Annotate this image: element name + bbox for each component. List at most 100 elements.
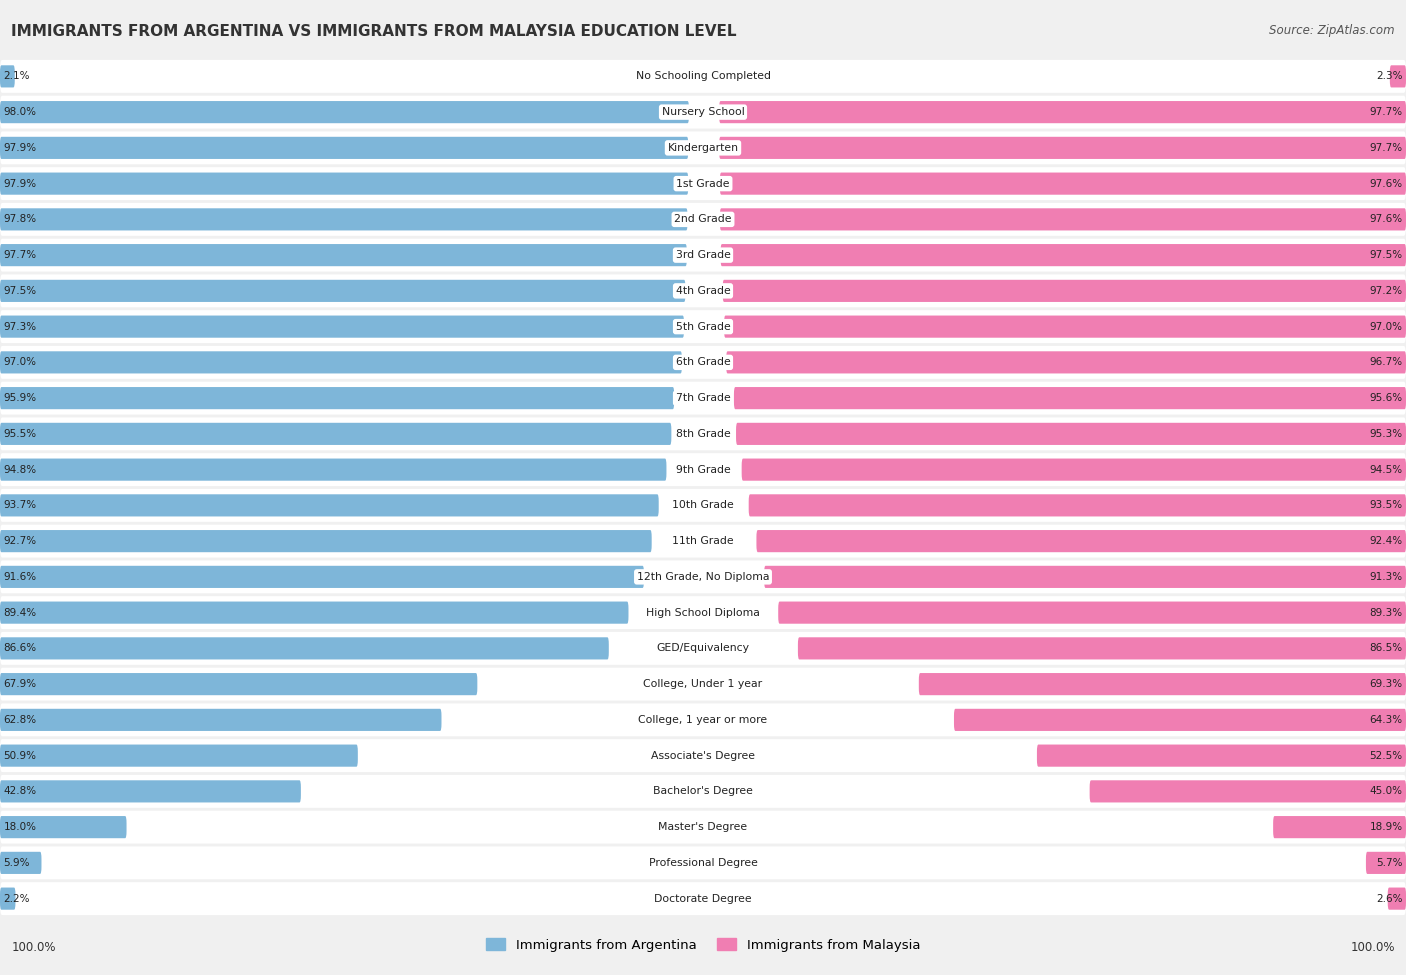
Text: 2.6%: 2.6%	[1376, 894, 1403, 904]
Text: 97.7%: 97.7%	[1369, 107, 1403, 117]
Text: 64.3%: 64.3%	[1369, 715, 1403, 724]
Text: 9th Grade: 9th Grade	[676, 465, 730, 475]
FancyBboxPatch shape	[1272, 816, 1406, 838]
FancyBboxPatch shape	[0, 458, 666, 481]
FancyBboxPatch shape	[0, 209, 688, 230]
FancyBboxPatch shape	[724, 316, 1406, 337]
Text: 5.9%: 5.9%	[3, 858, 30, 868]
FancyBboxPatch shape	[765, 566, 1406, 588]
Text: 97.3%: 97.3%	[3, 322, 37, 332]
Text: 92.4%: 92.4%	[1369, 536, 1403, 546]
Text: 93.5%: 93.5%	[1369, 500, 1403, 510]
FancyBboxPatch shape	[0, 709, 441, 731]
FancyBboxPatch shape	[0, 310, 1406, 343]
FancyBboxPatch shape	[0, 566, 644, 588]
Text: 10th Grade: 10th Grade	[672, 500, 734, 510]
Text: 95.6%: 95.6%	[1369, 393, 1403, 403]
FancyBboxPatch shape	[0, 351, 682, 373]
FancyBboxPatch shape	[1090, 780, 1406, 802]
Text: Nursery School: Nursery School	[662, 107, 744, 117]
Text: 95.9%: 95.9%	[3, 393, 37, 403]
Text: 97.0%: 97.0%	[3, 358, 37, 368]
Text: 97.5%: 97.5%	[3, 286, 37, 295]
Text: 96.7%: 96.7%	[1369, 358, 1403, 368]
Text: GED/Equivalency: GED/Equivalency	[657, 644, 749, 653]
Text: 91.3%: 91.3%	[1369, 572, 1403, 582]
Text: 5th Grade: 5th Grade	[676, 322, 730, 332]
FancyBboxPatch shape	[720, 209, 1406, 230]
FancyBboxPatch shape	[0, 203, 1406, 236]
FancyBboxPatch shape	[749, 494, 1406, 517]
FancyBboxPatch shape	[0, 561, 1406, 594]
FancyBboxPatch shape	[0, 173, 689, 195]
Legend: Immigrants from Argentina, Immigrants from Malaysia: Immigrants from Argentina, Immigrants fr…	[481, 933, 925, 957]
Text: Source: ZipAtlas.com: Source: ZipAtlas.com	[1270, 24, 1395, 37]
FancyBboxPatch shape	[1388, 887, 1406, 910]
Text: 67.9%: 67.9%	[3, 680, 37, 689]
Text: 91.6%: 91.6%	[3, 572, 37, 582]
Text: 8th Grade: 8th Grade	[676, 429, 730, 439]
Text: 98.0%: 98.0%	[3, 107, 37, 117]
FancyBboxPatch shape	[0, 136, 689, 159]
Text: 4th Grade: 4th Grade	[676, 286, 730, 295]
FancyBboxPatch shape	[0, 488, 1406, 522]
Text: 52.5%: 52.5%	[1369, 751, 1403, 760]
FancyBboxPatch shape	[0, 132, 1406, 165]
FancyBboxPatch shape	[0, 882, 1406, 916]
Text: 2.3%: 2.3%	[1376, 71, 1403, 81]
Text: College, 1 year or more: College, 1 year or more	[638, 715, 768, 724]
Text: 1st Grade: 1st Grade	[676, 178, 730, 188]
FancyBboxPatch shape	[0, 632, 1406, 665]
FancyBboxPatch shape	[0, 703, 1406, 736]
Text: 93.7%: 93.7%	[3, 500, 37, 510]
FancyBboxPatch shape	[0, 816, 127, 838]
FancyBboxPatch shape	[0, 417, 1406, 450]
FancyBboxPatch shape	[0, 745, 357, 766]
Text: 2.1%: 2.1%	[3, 71, 30, 81]
FancyBboxPatch shape	[0, 381, 1406, 414]
Text: 45.0%: 45.0%	[1369, 787, 1403, 797]
FancyBboxPatch shape	[1038, 745, 1406, 766]
Text: 94.5%: 94.5%	[1369, 465, 1403, 475]
FancyBboxPatch shape	[0, 638, 609, 659]
FancyBboxPatch shape	[0, 525, 1406, 558]
FancyBboxPatch shape	[0, 316, 685, 337]
Text: 97.8%: 97.8%	[3, 214, 37, 224]
FancyBboxPatch shape	[0, 775, 1406, 808]
FancyBboxPatch shape	[0, 494, 658, 517]
FancyBboxPatch shape	[725, 351, 1406, 373]
FancyBboxPatch shape	[920, 673, 1406, 695]
Text: 97.9%: 97.9%	[3, 143, 37, 153]
Text: 11th Grade: 11th Grade	[672, 536, 734, 546]
FancyBboxPatch shape	[0, 739, 1406, 772]
FancyBboxPatch shape	[734, 387, 1406, 410]
Text: Master's Degree: Master's Degree	[658, 822, 748, 832]
FancyBboxPatch shape	[720, 136, 1406, 159]
Text: 50.9%: 50.9%	[3, 751, 37, 760]
Text: 6th Grade: 6th Grade	[676, 358, 730, 368]
FancyBboxPatch shape	[742, 458, 1406, 481]
FancyBboxPatch shape	[0, 239, 1406, 272]
Text: 97.2%: 97.2%	[1369, 286, 1403, 295]
Text: 97.5%: 97.5%	[1369, 251, 1403, 260]
Text: Doctorate Degree: Doctorate Degree	[654, 894, 752, 904]
FancyBboxPatch shape	[799, 638, 1406, 659]
Text: 89.4%: 89.4%	[3, 607, 37, 617]
Text: No Schooling Completed: No Schooling Completed	[636, 71, 770, 81]
Text: 2nd Grade: 2nd Grade	[675, 214, 731, 224]
FancyBboxPatch shape	[0, 780, 301, 802]
FancyBboxPatch shape	[0, 387, 675, 410]
FancyBboxPatch shape	[0, 668, 1406, 701]
FancyBboxPatch shape	[737, 423, 1406, 445]
Text: 97.6%: 97.6%	[1369, 214, 1403, 224]
Text: IMMIGRANTS FROM ARGENTINA VS IMMIGRANTS FROM MALAYSIA EDUCATION LEVEL: IMMIGRANTS FROM ARGENTINA VS IMMIGRANTS …	[11, 24, 737, 39]
Text: 69.3%: 69.3%	[1369, 680, 1403, 689]
FancyBboxPatch shape	[0, 59, 1406, 93]
FancyBboxPatch shape	[0, 167, 1406, 200]
Text: 94.8%: 94.8%	[3, 465, 37, 475]
FancyBboxPatch shape	[0, 280, 686, 302]
FancyBboxPatch shape	[720, 101, 1406, 123]
Text: Associate's Degree: Associate's Degree	[651, 751, 755, 760]
Text: College, Under 1 year: College, Under 1 year	[644, 680, 762, 689]
FancyBboxPatch shape	[721, 244, 1406, 266]
